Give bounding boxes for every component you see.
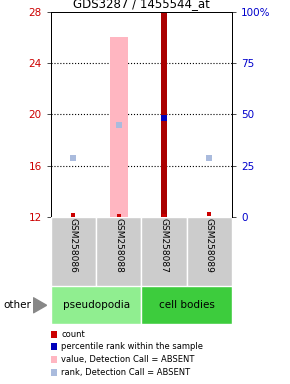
Text: GSM258087: GSM258087 — [160, 218, 168, 273]
Text: count: count — [61, 329, 85, 339]
Text: pseudopodia: pseudopodia — [63, 300, 130, 310]
Polygon shape — [33, 298, 47, 313]
Text: GSM258086: GSM258086 — [69, 218, 78, 273]
Text: rank, Detection Call = ABSENT: rank, Detection Call = ABSENT — [61, 367, 191, 377]
Bar — [142, 286, 232, 324]
Text: GSM258088: GSM258088 — [114, 218, 123, 273]
Bar — [96, 217, 142, 286]
Bar — [142, 217, 187, 286]
Text: percentile rank within the sample: percentile rank within the sample — [61, 342, 204, 351]
Text: other: other — [3, 300, 31, 310]
Bar — [110, 37, 128, 217]
Bar — [187, 217, 232, 286]
Bar — [51, 286, 142, 324]
Text: value, Detection Call = ABSENT: value, Detection Call = ABSENT — [61, 355, 195, 364]
Text: cell bodies: cell bodies — [159, 300, 215, 310]
Title: GDS3287 / 1455544_at: GDS3287 / 1455544_at — [73, 0, 210, 10]
Bar — [161, 12, 167, 217]
Bar — [51, 217, 96, 286]
Text: GSM258089: GSM258089 — [205, 218, 214, 273]
